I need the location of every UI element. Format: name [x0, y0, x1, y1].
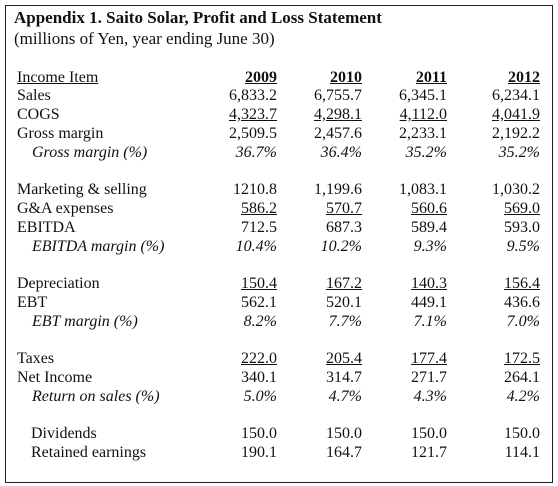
cell: 593.0 [504, 219, 540, 236]
cell: 222.0 [241, 350, 277, 367]
cell: 10.2% [320, 238, 362, 255]
cell: 150.0 [411, 425, 447, 442]
cell: 436.6 [504, 294, 540, 311]
cell: 4.3% [413, 388, 447, 405]
cell: 36.4% [320, 144, 362, 161]
cell: 4.2% [506, 388, 540, 405]
cell: 4,323.7 [229, 106, 277, 123]
cell: 35.2% [405, 144, 447, 161]
cell: 9.5% [506, 238, 540, 255]
row-label: Taxes [17, 350, 55, 367]
cell: 121.7 [411, 444, 447, 461]
cell: 36.7% [235, 144, 277, 161]
row-label: EBITDA [17, 219, 76, 236]
cell: 449.1 [411, 294, 447, 311]
cell: 4,298.1 [314, 106, 362, 123]
cell: 177.4 [411, 350, 447, 367]
row-label: COGS [17, 106, 60, 123]
frame [5, 5, 553, 483]
row-label: EBITDA margin (%) [32, 238, 165, 255]
cell: 150.0 [326, 425, 362, 442]
cell: 4.7% [328, 388, 362, 405]
cell: 5.0% [243, 388, 277, 405]
cell: 586.2 [241, 200, 277, 217]
cell: 569.0 [504, 200, 540, 217]
cell: 1,199.6 [314, 181, 362, 198]
cell: 2,192.2 [492, 125, 540, 142]
cell: 150.0 [241, 425, 277, 442]
cell: 172.5 [504, 350, 540, 367]
cell: 1,083.1 [399, 181, 447, 198]
row-label: Dividends [31, 425, 97, 442]
cell: 205.4 [326, 350, 362, 367]
cell: 114.1 [504, 444, 540, 461]
row-label: Return on sales (%) [32, 388, 160, 405]
column-header: 2010 [330, 69, 362, 86]
cell: 150.4 [241, 275, 277, 292]
row-label: Depreciation [17, 275, 100, 292]
row-label: EBT [17, 294, 48, 311]
row-label: Retained earnings [31, 444, 147, 461]
cell: 314.7 [326, 369, 362, 386]
cell: 167.2 [326, 275, 362, 292]
column-header: 2012 [508, 69, 540, 86]
cell: 7.1% [413, 313, 447, 330]
cell: 687.3 [326, 219, 362, 236]
row-label: Gross margin [17, 125, 104, 142]
cell: 150.0 [504, 425, 540, 442]
cell: 264.1 [504, 369, 540, 386]
cell: 2,457.6 [314, 125, 362, 142]
cell: 1,030.2 [492, 181, 540, 198]
row-label: EBT margin (%) [32, 313, 138, 330]
cell: 190.1 [241, 444, 277, 461]
cell: 164.7 [326, 444, 362, 461]
cell: 560.6 [411, 200, 447, 217]
cell: 7.0% [506, 313, 540, 330]
cell: 589.4 [411, 219, 447, 236]
cell: 6,345.1 [399, 87, 447, 104]
cell: 562.1 [241, 294, 277, 311]
cell: 35.2% [498, 144, 540, 161]
column-header: 2009 [245, 69, 277, 86]
cell: 1210.8 [233, 181, 277, 198]
cell: 6,833.2 [229, 87, 277, 104]
cell: 6,234.1 [492, 87, 540, 104]
cell: 4,041.9 [492, 106, 540, 123]
row-label: Gross margin (%) [32, 144, 148, 161]
cell: 156.4 [504, 275, 540, 292]
cell: 8.2% [243, 313, 277, 330]
cell: 140.3 [411, 275, 447, 292]
cell: 9.3% [413, 238, 447, 255]
cell: 2,233.1 [399, 125, 447, 142]
row-label: Sales [17, 87, 51, 104]
row-label: Marketing & selling [17, 181, 147, 198]
cell: 570.7 [326, 200, 362, 217]
cell: 2,509.5 [229, 125, 277, 142]
cell: 4,112.0 [399, 106, 447, 123]
subtitle: (millions of Yen, year ending June 30) [14, 29, 275, 48]
cell: 520.1 [326, 294, 362, 311]
title: Appendix 1. Saito Solar, Profit and Loss… [14, 8, 382, 27]
row-label: G&A expenses [17, 200, 114, 217]
cell: 712.5 [241, 219, 277, 236]
column-header: Income Item [17, 69, 99, 86]
cell: 6,755.7 [314, 87, 362, 104]
cell: 10.4% [235, 238, 277, 255]
cell: 7.7% [328, 313, 362, 330]
cell: 271.7 [411, 369, 447, 386]
row-label: Net Income [17, 369, 93, 386]
cell: 340.1 [241, 369, 277, 386]
column-header: 2011 [415, 69, 447, 86]
